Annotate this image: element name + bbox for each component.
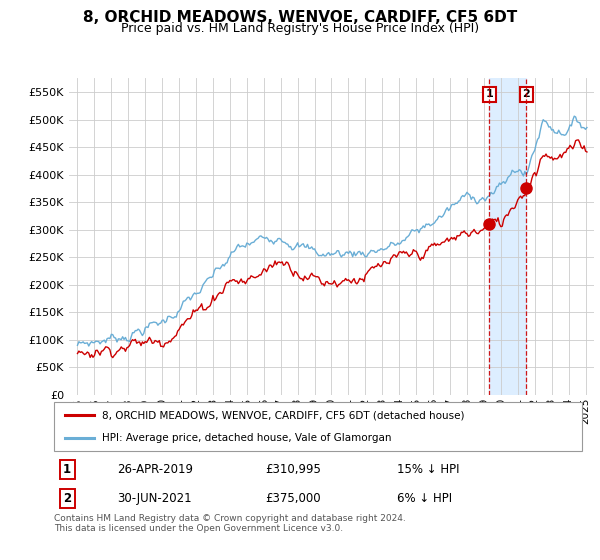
Text: 2: 2 bbox=[523, 90, 530, 100]
Text: 1: 1 bbox=[63, 463, 71, 476]
Text: £310,995: £310,995 bbox=[265, 463, 321, 476]
Text: 6% ↓ HPI: 6% ↓ HPI bbox=[397, 492, 452, 505]
Text: 15% ↓ HPI: 15% ↓ HPI bbox=[397, 463, 460, 476]
Text: Price paid vs. HM Land Registry's House Price Index (HPI): Price paid vs. HM Land Registry's House … bbox=[121, 22, 479, 35]
Text: 2: 2 bbox=[63, 492, 71, 505]
Text: Contains HM Land Registry data © Crown copyright and database right 2024.
This d: Contains HM Land Registry data © Crown c… bbox=[54, 514, 406, 534]
Bar bbox=[490, 78, 526, 395]
Text: 26-APR-2019: 26-APR-2019 bbox=[118, 463, 193, 476]
Text: 8, ORCHID MEADOWS, WENVOE, CARDIFF, CF5 6DT: 8, ORCHID MEADOWS, WENVOE, CARDIFF, CF5 … bbox=[83, 10, 517, 25]
Text: 1: 1 bbox=[485, 90, 493, 100]
Text: 30-JUN-2021: 30-JUN-2021 bbox=[118, 492, 192, 505]
Text: HPI: Average price, detached house, Vale of Glamorgan: HPI: Average price, detached house, Vale… bbox=[101, 433, 391, 444]
Text: 8, ORCHID MEADOWS, WENVOE, CARDIFF, CF5 6DT (detached house): 8, ORCHID MEADOWS, WENVOE, CARDIFF, CF5 … bbox=[101, 410, 464, 421]
FancyBboxPatch shape bbox=[54, 402, 582, 451]
Text: £375,000: £375,000 bbox=[265, 492, 321, 505]
